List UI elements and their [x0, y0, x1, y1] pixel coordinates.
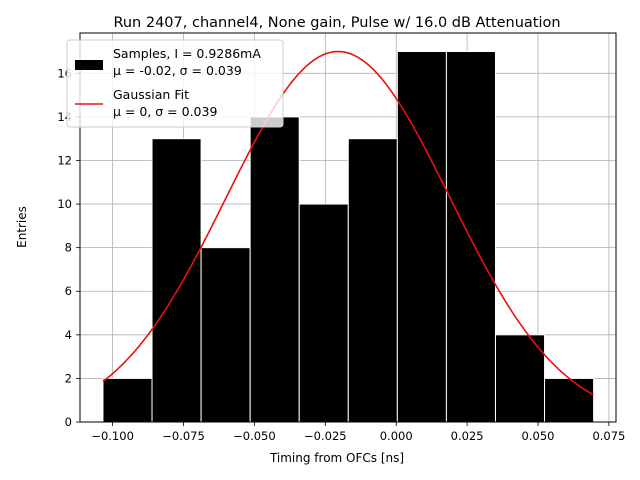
x-tick-label: 0.000	[380, 429, 413, 443]
x-tick-label: −0.050	[233, 429, 276, 443]
histogram-bar	[396, 51, 447, 423]
histogram-bar	[445, 51, 496, 423]
y-tick-label: 12	[57, 153, 72, 167]
histogram-bar	[200, 247, 251, 423]
plot-area	[79, 32, 617, 423]
x-tick-label: −0.100	[91, 429, 134, 443]
legend-box	[66, 39, 284, 128]
x-tick-label: 0.050	[522, 429, 555, 443]
plot-frame	[79, 32, 617, 423]
y-axis-label: Entries	[15, 206, 29, 248]
y-tick-label: 10	[57, 197, 72, 211]
legend-histogram-label: Samples, I = 0.9286mA	[113, 46, 261, 61]
histogram-bar	[298, 203, 349, 423]
x-tick-label: −0.025	[304, 429, 347, 443]
legend-fit-stats: μ = 0, σ = 0.039	[113, 104, 217, 119]
histogram-bar	[494, 334, 546, 423]
y-tick-label: 6	[65, 284, 72, 298]
histogram-bar	[544, 377, 595, 423]
y-tick-label: 8	[65, 241, 72, 255]
histogram-bar	[151, 138, 202, 423]
y-tick-label: 0	[65, 415, 72, 429]
y-tick-label: 4	[65, 328, 72, 342]
legend-histogram-swatch	[75, 60, 103, 70]
legend-fit-label: Gaussian Fit	[113, 87, 189, 102]
x-axis-label: Timing from OFCs [ns]	[269, 451, 404, 465]
x-tick-label: 0.025	[451, 429, 484, 443]
x-tick-label: 0.075	[592, 429, 625, 443]
legend: Samples, I = 0.9286mA μ = -0.02, σ = 0.0…	[66, 39, 284, 128]
x-tick-label: −0.075	[162, 429, 205, 443]
histogram-bar	[249, 116, 300, 423]
gaussian-fit-line	[102, 50, 594, 396]
y-tick-label: 2	[65, 371, 72, 385]
histogram-bar	[347, 138, 398, 423]
chart-title: Run 2407, channel4, None gain, Pulse w/ …	[113, 15, 560, 31]
x-axis: −0.100 −0.075 −0.050 −0.025 0.000 0.025 0.050 0…	[91, 422, 625, 443]
legend-histogram-stats: μ = -0.02, σ = 0.039	[113, 63, 242, 78]
histogram-bars	[102, 51, 595, 423]
histogram-bar	[102, 377, 153, 423]
